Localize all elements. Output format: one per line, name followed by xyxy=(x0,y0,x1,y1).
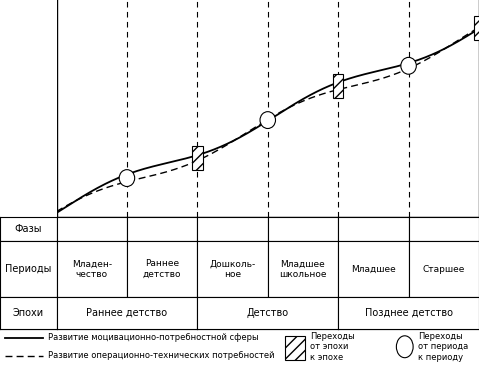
Text: Младен-
чество: Младен- чество xyxy=(72,260,112,279)
Text: Периоды: Периоды xyxy=(5,264,51,274)
Text: Младшее
школьное: Младшее школьное xyxy=(279,260,327,279)
Text: Дошколь-
ное: Дошколь- ное xyxy=(209,260,256,279)
Bar xyxy=(474,16,479,40)
Text: Фазы: Фазы xyxy=(14,224,42,234)
Text: Развитие моцивационно-потребностной сферы: Развитие моцивационно-потребностной сфер… xyxy=(48,333,259,342)
Text: Раннее
детство: Раннее детство xyxy=(143,260,182,279)
Text: Детство: Детство xyxy=(247,308,289,318)
Text: Эпохи: Эпохи xyxy=(13,308,44,318)
Ellipse shape xyxy=(396,336,413,358)
Ellipse shape xyxy=(401,57,416,74)
Text: Позднее детство: Позднее детство xyxy=(365,308,453,318)
Text: Раннее детство: Раннее детство xyxy=(86,308,168,318)
Ellipse shape xyxy=(119,170,135,187)
Text: Младшее: Младшее xyxy=(351,265,396,274)
Text: Переходы
от эпохи
к эпохе: Переходы от эпохи к эпохе xyxy=(310,332,354,362)
Bar xyxy=(285,336,305,360)
Ellipse shape xyxy=(260,112,275,128)
Text: Развитие операционно-технических потребностей: Развитие операционно-технических потребн… xyxy=(48,351,274,360)
Bar xyxy=(192,146,203,170)
Text: Старшее: Старшее xyxy=(422,265,465,274)
Bar xyxy=(333,74,343,98)
Text: Переходы
от периода
к периоду: Переходы от периода к периоду xyxy=(418,332,468,362)
